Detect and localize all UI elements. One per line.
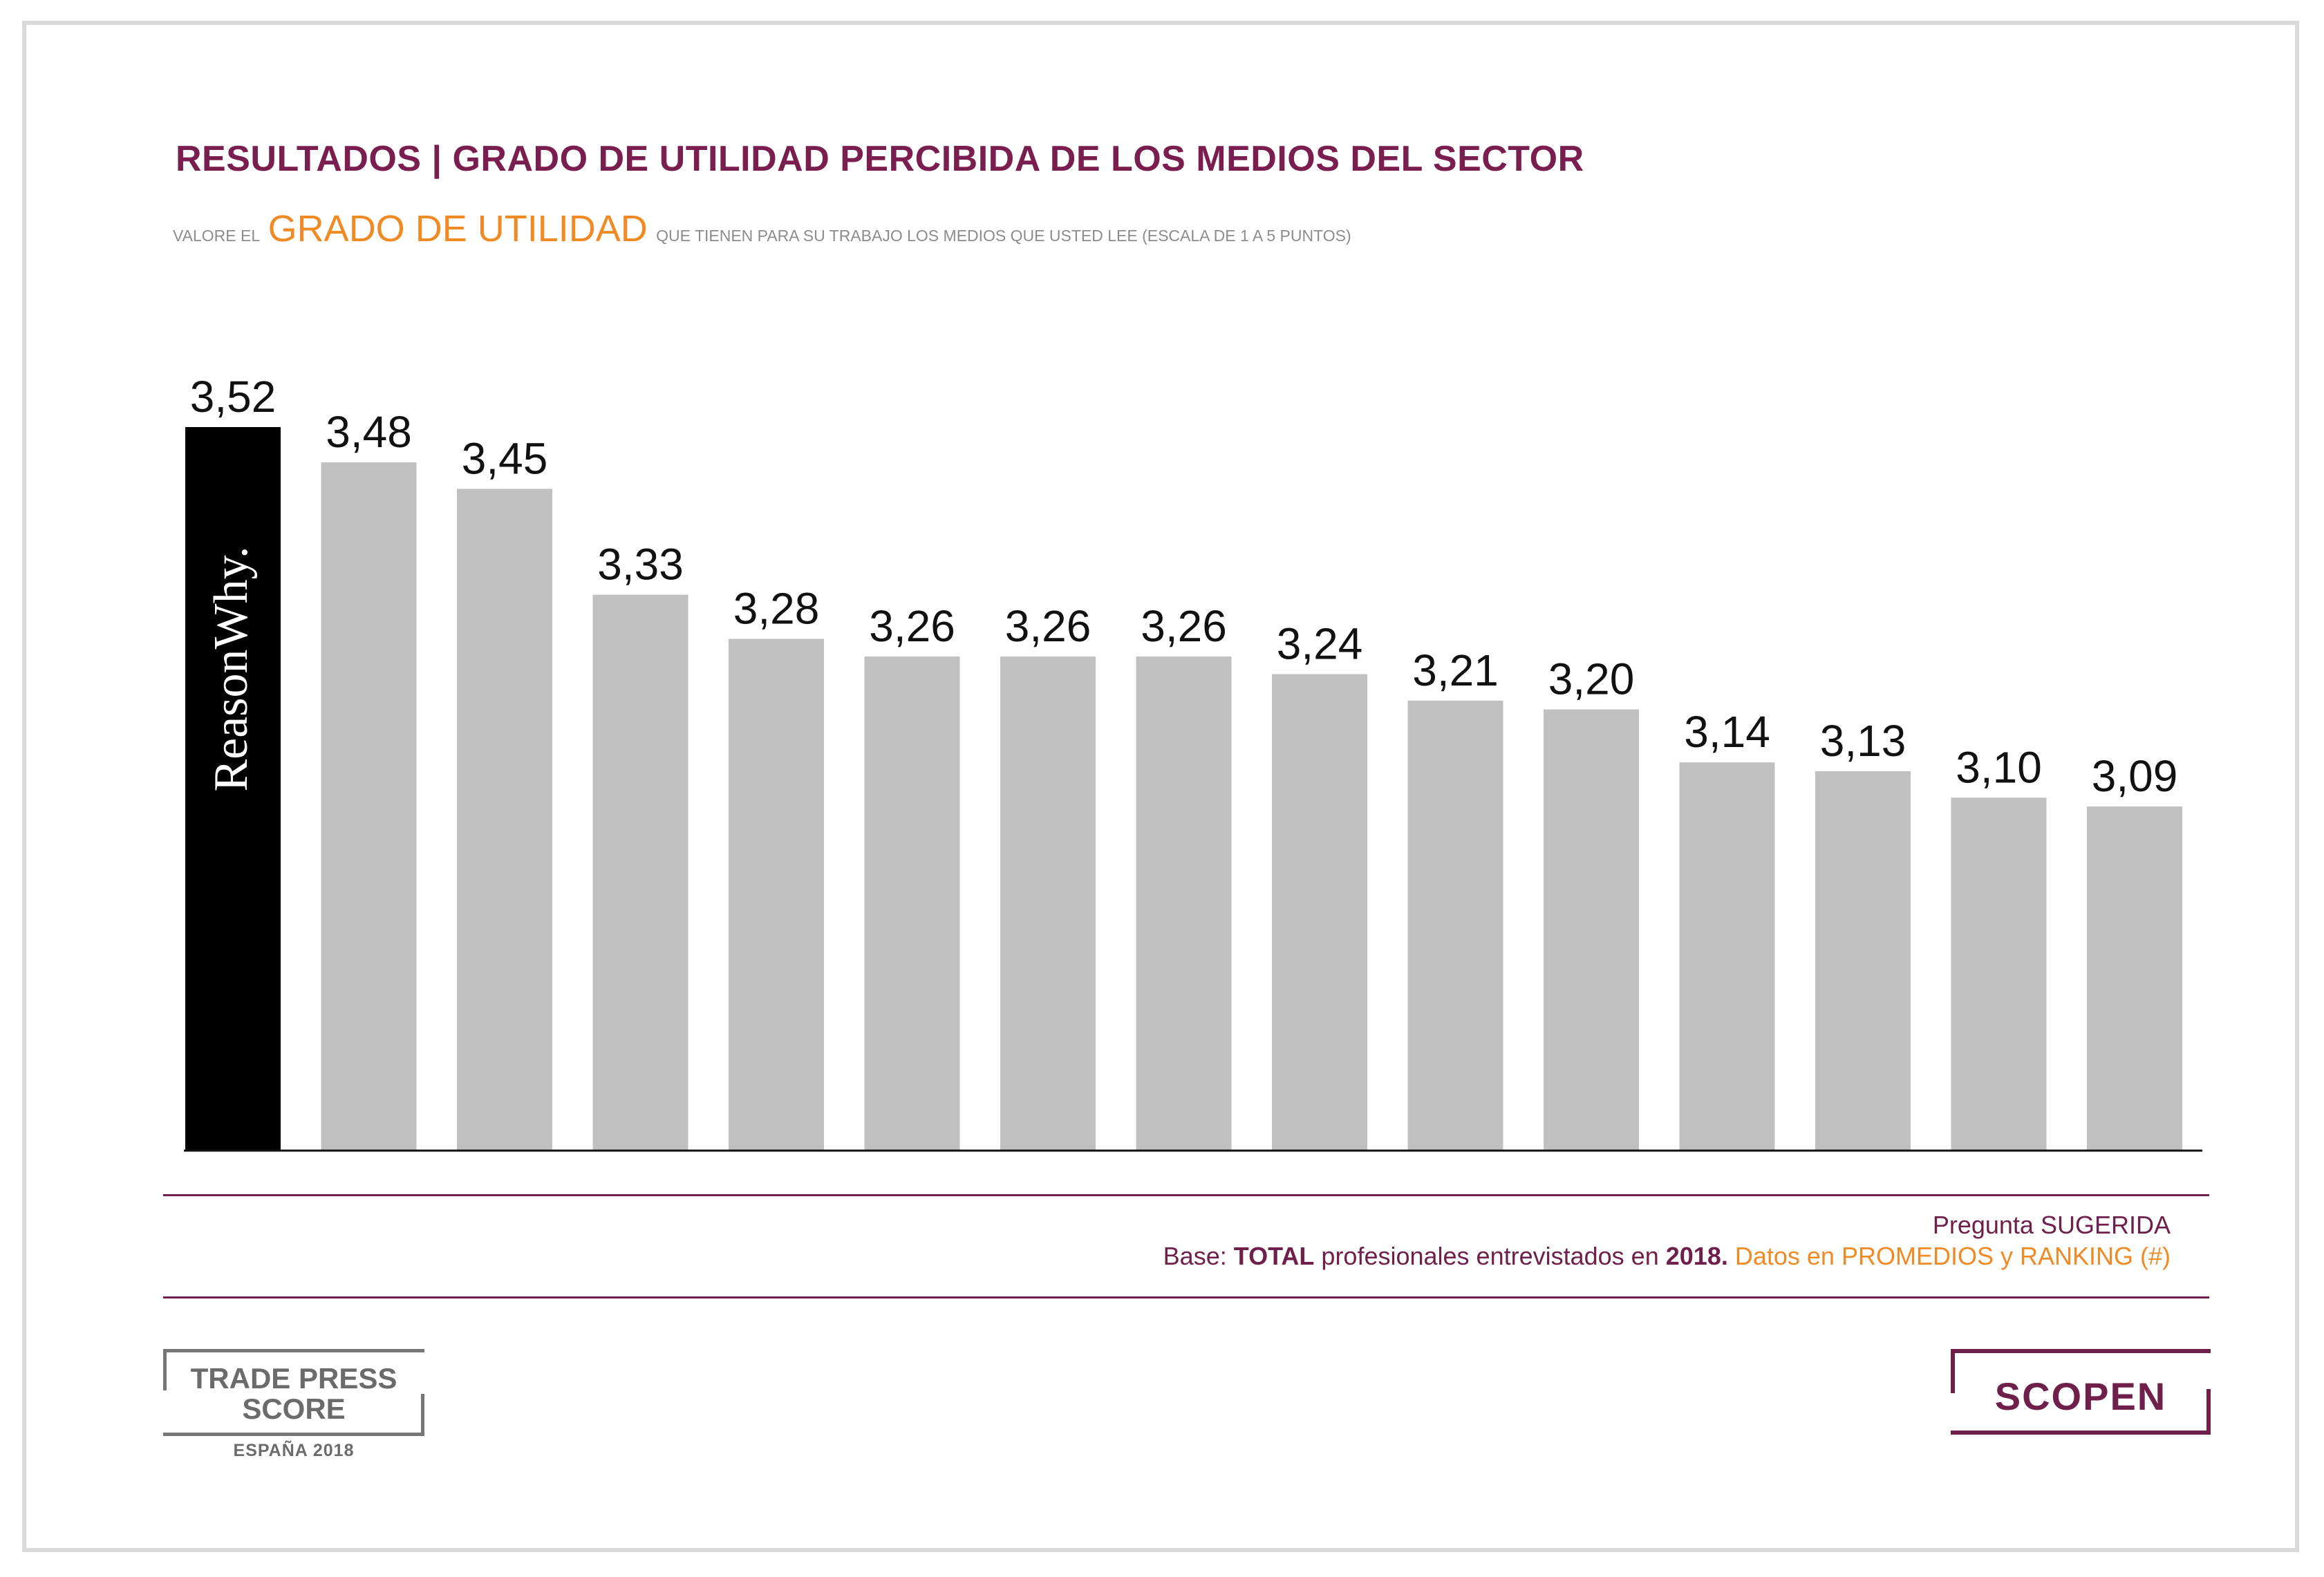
value-label-7: 3,26 <box>1005 601 1091 651</box>
bar-15 <box>2087 806 2182 1151</box>
value-label-6: 3,26 <box>869 601 955 651</box>
base-label: Base: <box>1163 1242 1227 1270</box>
value-label-13: 3,13 <box>1820 716 1906 766</box>
bar-13 <box>1815 771 1911 1151</box>
subtitle-pre: VALORE EL <box>173 227 260 245</box>
scopen-logo: SCOPEN <box>1951 1349 2211 1435</box>
bar-9 <box>1272 674 1367 1151</box>
value-label-9: 3,24 <box>1277 619 1363 669</box>
bar-14 <box>1951 797 2047 1151</box>
value-label-8: 3,26 <box>1141 601 1227 651</box>
base-mid: profesionales entrevistados en <box>1321 1242 1659 1270</box>
scopen-logo-text: SCOPEN <box>1994 1375 2167 1418</box>
tps-logo-line2: SCORE <box>242 1392 346 1425</box>
value-label-5: 3,28 <box>733 583 820 633</box>
bar-2 <box>321 462 417 1151</box>
bar-10 <box>1407 700 1503 1151</box>
value-label-3: 3,45 <box>462 433 548 483</box>
value-label-1: 3,52 <box>190 372 277 422</box>
bar-11 <box>1544 709 1639 1151</box>
bar-5 <box>729 639 824 1151</box>
bar-12 <box>1679 762 1775 1151</box>
bar-3 <box>457 489 552 1151</box>
data-format-note: Datos en PROMEDIOS y RANKING (#) <box>1734 1242 2171 1270</box>
value-label-11: 3,20 <box>1548 654 1635 704</box>
value-label-10: 3,21 <box>1412 645 1499 695</box>
subtitle-post: QUE TIENEN PARA SU TRABAJO LOS MEDIOS QU… <box>656 227 1351 245</box>
base-year: 2018. <box>1665 1242 1728 1270</box>
value-label-14: 3,10 <box>1956 742 2042 792</box>
base-note: Base: TOTAL profesionales entrevistados … <box>1163 1242 2171 1271</box>
page-title: RESULTADOS | GRADO DE UTILIDAD PERCIBIDA… <box>176 139 1584 179</box>
bar-8 <box>1136 656 1232 1151</box>
value-label-12: 3,14 <box>1684 707 1770 757</box>
footer-rule-top <box>163 1194 2209 1196</box>
tps-logo-line1: TRADE PRESS <box>190 1362 397 1395</box>
bar-1 <box>185 427 281 1151</box>
trade-press-score-logo: TRADE PRESS SCORE <box>163 1349 424 1436</box>
tps-logo-edition: ESPAÑA 2018 <box>233 1441 355 1460</box>
subtitle-highlight: GRADO DE UTILIDAD <box>268 208 648 249</box>
bar-6 <box>864 656 960 1151</box>
footer-rule-bottom <box>163 1296 2209 1299</box>
value-label-2: 3,48 <box>326 407 412 457</box>
category-label-1: ReasonWhy. <box>205 546 258 791</box>
value-label-15: 3,09 <box>2092 751 2178 801</box>
bar-7 <box>1000 656 1096 1151</box>
value-label-4: 3,33 <box>597 540 684 589</box>
chart-subtitle: VALORE EL GRADO DE UTILIDAD QUE TIENEN P… <box>173 207 1351 250</box>
bar-4 <box>592 594 688 1151</box>
question-note: Pregunta SUGERIDA <box>1932 1211 2171 1239</box>
base-total: TOTAL <box>1233 1242 1315 1270</box>
